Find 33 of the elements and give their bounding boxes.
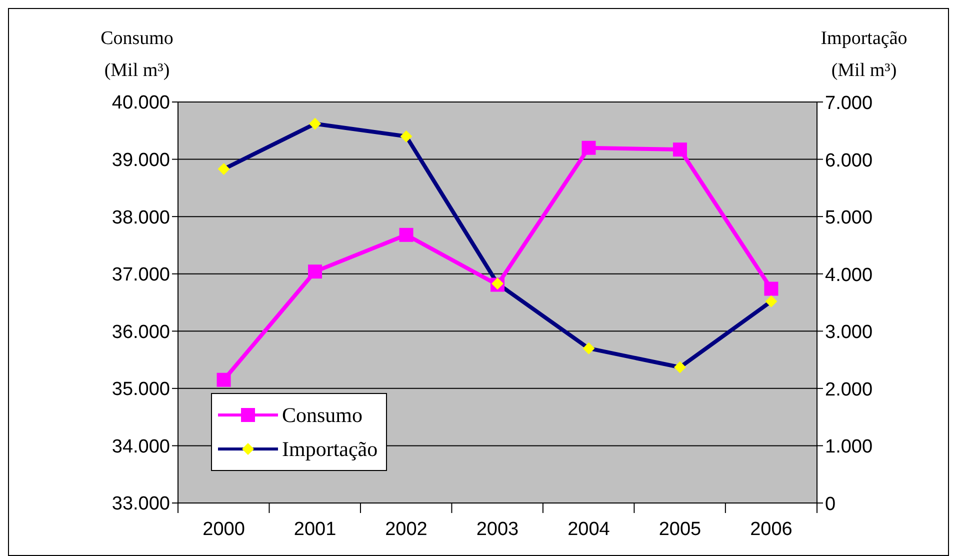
- x-tick-label: 2004: [568, 519, 610, 540]
- y2-tick-label: 6.000: [825, 150, 873, 172]
- x-tick-label: 2005: [658, 519, 702, 540]
- point: [216, 372, 231, 387]
- y-tick-label: 37.000: [112, 264, 170, 286]
- point: [399, 228, 414, 242]
- legend-label: Consumo: [282, 402, 363, 428]
- y2-tick-label: 1.000: [825, 436, 873, 458]
- y-tick-label: 40.000: [112, 92, 170, 114]
- point: [308, 264, 322, 279]
- y2-tick-label: 5.000: [825, 208, 873, 229]
- y2-tick-label: 3.000: [825, 322, 873, 344]
- y-tick-label: 36.000: [112, 322, 170, 343]
- point: [672, 142, 687, 157]
- point: [764, 282, 778, 296]
- y2-tick-label: 0: [825, 494, 836, 515]
- point: [582, 140, 596, 155]
- y2-axis-title: Importação (Mil m³): [820, 27, 908, 83]
- y2-tick-label: 2.000: [825, 379, 873, 400]
- x-tick-label: 2001: [294, 519, 336, 540]
- y-axis-title: Consumo (Mil m³): [100, 27, 174, 83]
- y-tick-label: 39.000: [112, 150, 170, 172]
- y-tick-label: 34.000: [112, 436, 170, 458]
- x-tick-label: 2000: [202, 519, 245, 540]
- x-tick-label: 2006: [750, 519, 792, 540]
- legend-label: Importação: [282, 436, 378, 462]
- x-tick-label: 2003: [476, 519, 519, 540]
- y-tick-label: 35.000: [112, 379, 170, 400]
- y-tick-label: 33.000: [112, 494, 170, 515]
- y2-tick-label: 7.000: [825, 93, 873, 114]
- y2-tick-label: 4.000: [825, 264, 873, 286]
- x-tick-label: 2002: [385, 519, 428, 540]
- y-tick-label: 38.000: [112, 207, 170, 228]
